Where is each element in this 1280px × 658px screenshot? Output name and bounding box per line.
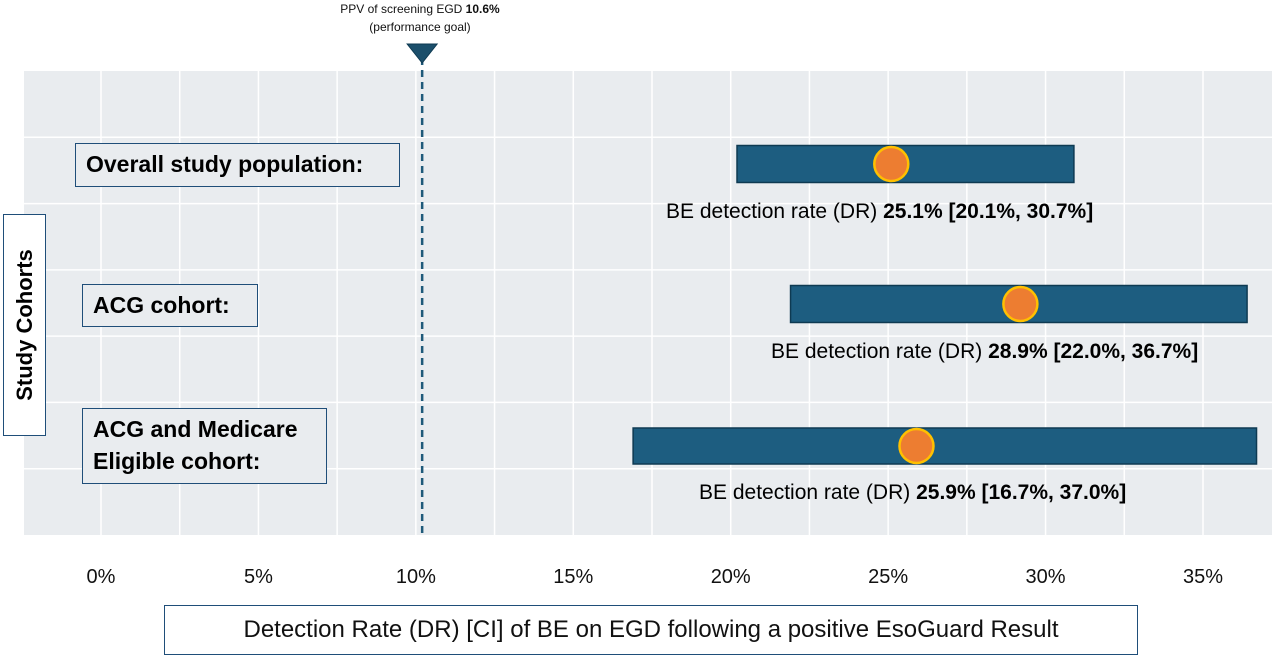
x-axis-label: Detection Rate (DR) [CI] of BE on EGD fo…: [164, 605, 1138, 655]
reference-annotation: PPV of screening EGD 10.6% (performance …: [340, 2, 500, 34]
x-tick-label: 35%: [1182, 566, 1224, 588]
reference-marker-icon: [406, 43, 439, 64]
x-tick-label: 30%: [1025, 566, 1066, 588]
cohort-label-acg-medicare: ACG and Medicare Eligible cohort:: [82, 408, 327, 484]
data-label-acg-medicare: BE detection rate (DR) 25.9% [16.7%, 37.…: [699, 481, 1127, 504]
point-estimate: [1002, 285, 1039, 323]
x-tick-label: 10%: [395, 566, 436, 588]
x-tick-label: 0%: [86, 566, 116, 588]
cohort-label-overall: Overall study population:: [75, 143, 400, 187]
ci-bar: [632, 427, 1258, 465]
data-label-acg: BE detection rate (DR) 28.9% [22.0%, 36.…: [771, 340, 1199, 363]
x-tick-label: 25%: [868, 566, 909, 588]
x-tick-label: 20%: [710, 566, 751, 588]
cohort-label-acg: ACG cohort:: [82, 284, 258, 327]
point-estimate: [898, 427, 935, 465]
point-estimate: [873, 145, 910, 183]
y-axis-label: Study Cohorts: [3, 214, 46, 436]
x-tick-label: 15%: [553, 566, 594, 588]
x-tick-label: 5%: [243, 566, 273, 588]
data-label-overall: BE detection rate (DR) 25.1% [20.1%, 30.…: [666, 200, 1094, 223]
data-marks: [632, 144, 1258, 465]
